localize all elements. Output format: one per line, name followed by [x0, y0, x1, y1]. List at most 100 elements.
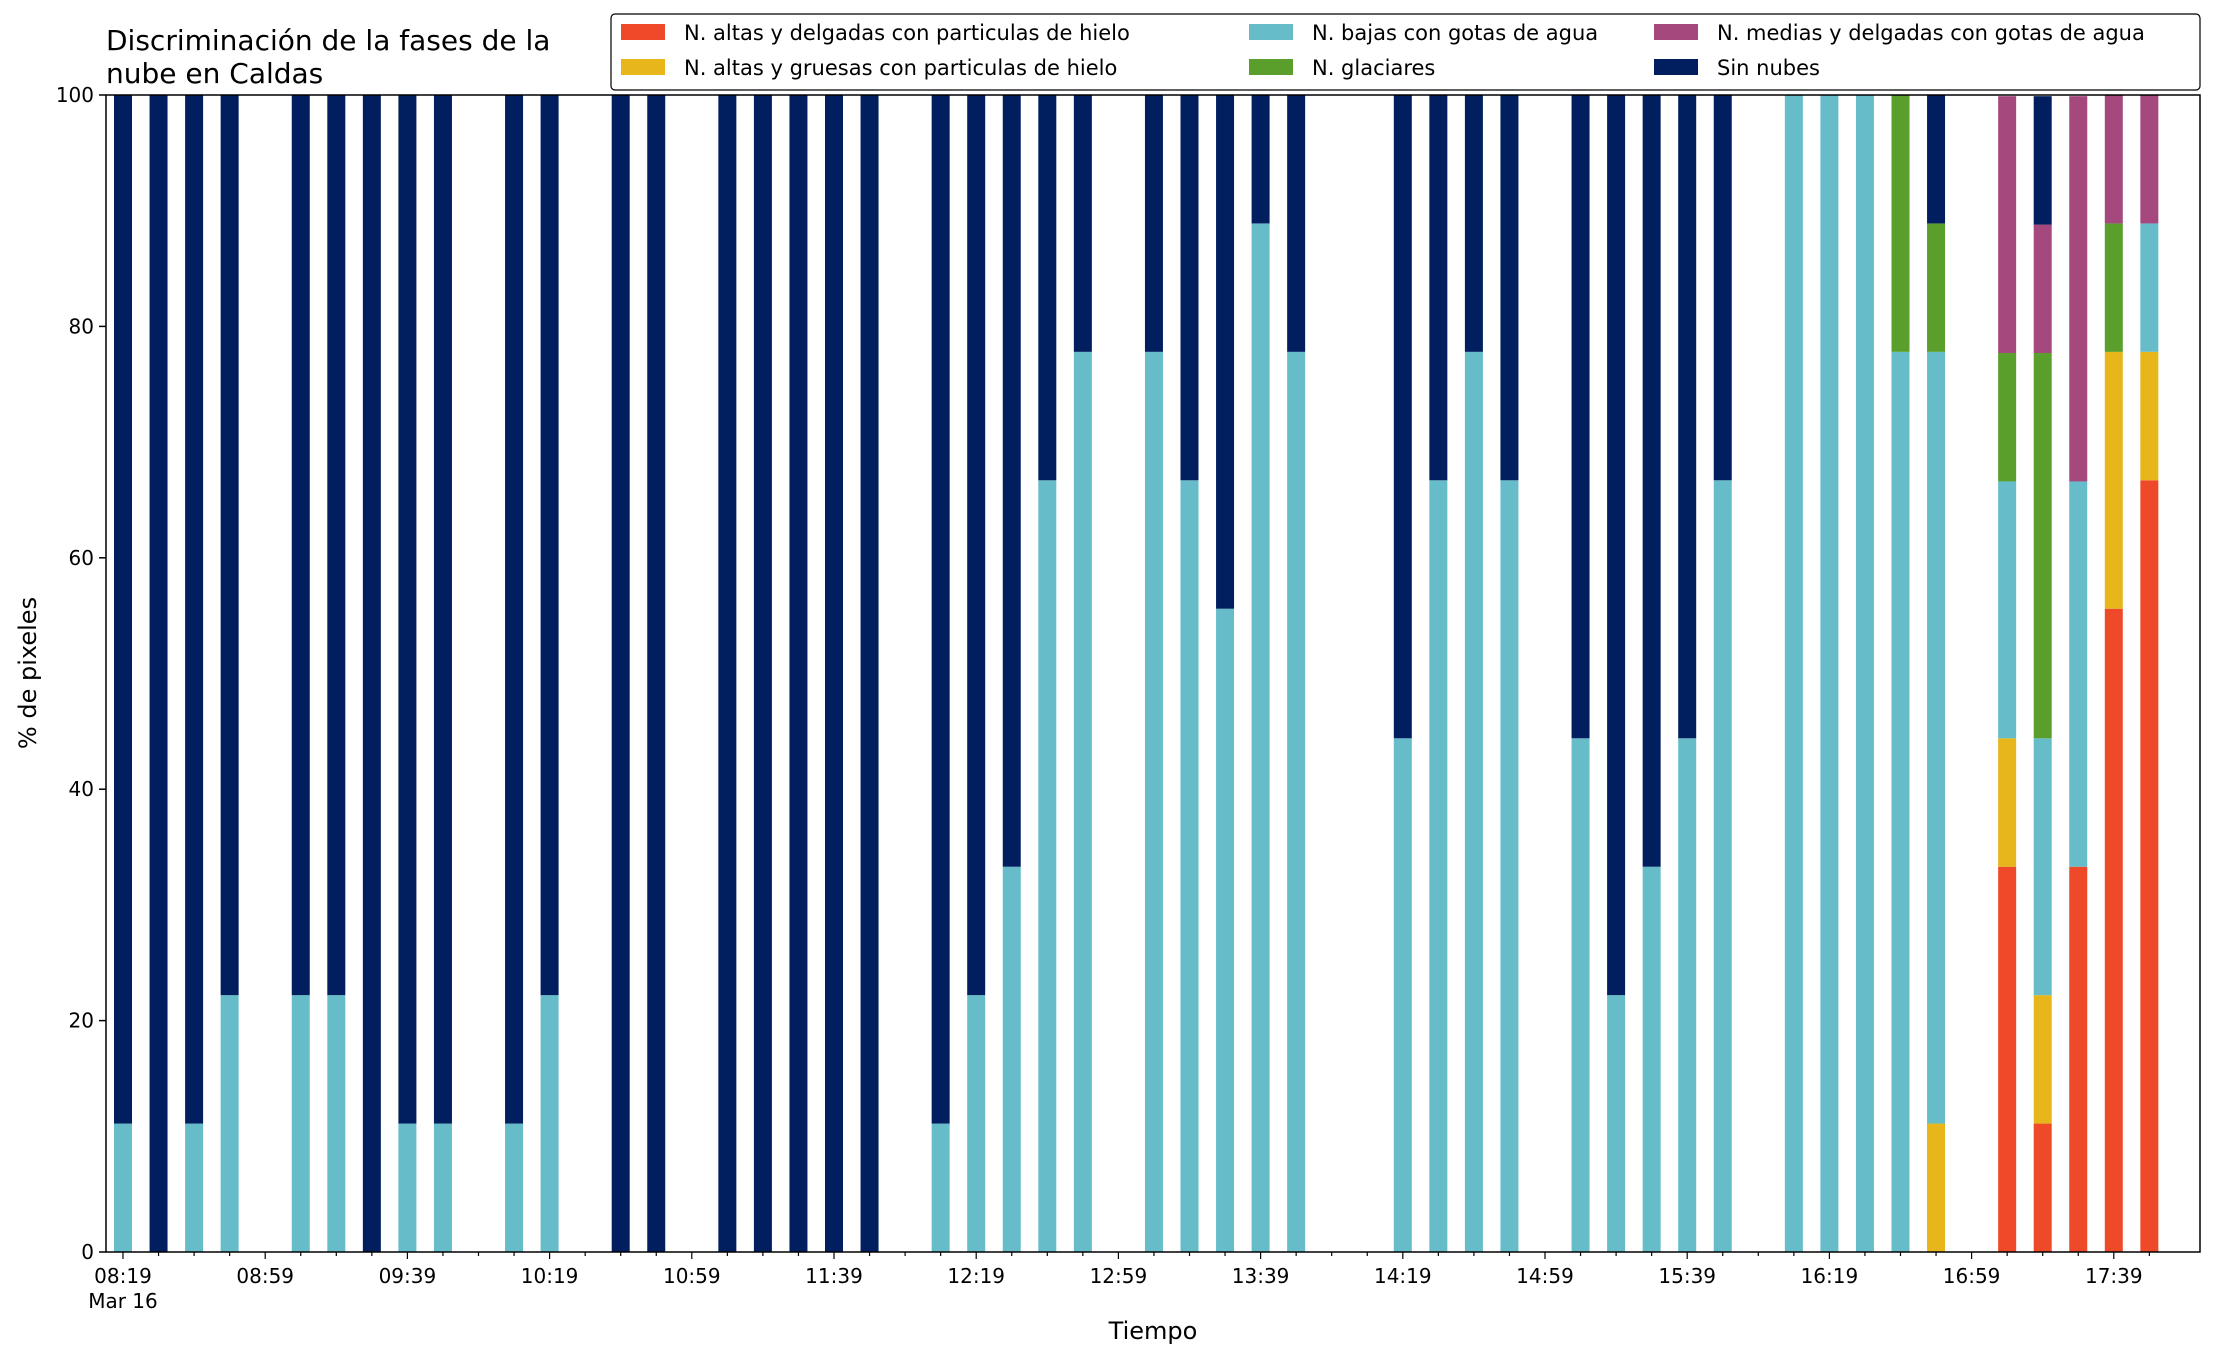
plot-frame [105, 94, 2201, 1253]
legend-swatch [1654, 59, 1698, 75]
bar-segment [2140, 480, 2159, 1252]
bar-segment [540, 995, 559, 1252]
legend-swatch [621, 24, 665, 40]
legend-label: N. bajas con gotas de agua [1312, 21, 1598, 45]
legend: N. altas y delgadas con particulas de hi… [610, 13, 2201, 91]
y-axis-label: % de pixeles [14, 597, 42, 749]
y-tick-label: 40 [69, 777, 94, 801]
bar-segment [433, 1123, 452, 1252]
bar-segment [1571, 738, 1590, 1252]
bar-segment [1998, 738, 2017, 867]
bar-segment [1464, 351, 1483, 1253]
bar-segment [647, 95, 666, 1252]
bar-segment [2033, 353, 2052, 739]
bar-segment [2069, 96, 2088, 482]
legend-label: N. altas y gruesas con particulas de hie… [684, 56, 1117, 80]
bar-segment [1393, 95, 1412, 739]
y-axis: 0 20 40 60 80 100 [56, 83, 106, 1264]
x-tick-label: 08:59 [236, 1264, 294, 1288]
bar-segment [1998, 481, 2017, 739]
bar-segment [291, 995, 310, 1252]
bar-segment [2033, 96, 2052, 225]
bar-segment [1429, 480, 1448, 1252]
bar-segment [1784, 95, 1803, 1252]
bar-segment [1429, 95, 1448, 481]
y-tick-label: 20 [69, 1009, 94, 1033]
bar-segment [327, 995, 346, 1252]
chart-title-line-1: Discriminación de la fases de la [106, 24, 550, 57]
bar-segment [611, 95, 630, 1252]
bar-segment [1500, 95, 1519, 481]
y-tick-label: 80 [69, 314, 94, 338]
bar-segment [825, 95, 843, 1252]
x-tick-label: 13:39 [1232, 1264, 1290, 1288]
bar-segment [1891, 351, 1910, 1253]
bar-segment [1642, 866, 1661, 1252]
x-tick-label: 15:39 [1658, 1264, 1716, 1288]
x-tick-label: 16:59 [1943, 1264, 2001, 1288]
legend-label: N. glaciares [1312, 56, 1435, 80]
bar-segment [1713, 95, 1732, 481]
bar-segment [1642, 95, 1661, 867]
bar-segment [398, 1123, 417, 1252]
bar-segment [185, 95, 204, 1124]
bar-segment [114, 1123, 132, 1252]
bar-segment [2140, 95, 2159, 224]
bar-segment [1038, 480, 1057, 1252]
legend-swatch [1249, 24, 1293, 40]
bar-segment [1216, 95, 1235, 609]
bar-segment [2069, 481, 2088, 867]
x-tick-label: 11:39 [805, 1264, 863, 1288]
bar-segment [2140, 223, 2159, 352]
x-tick-label: 16:19 [1801, 1264, 1859, 1288]
x-tick-label: 09:39 [379, 1264, 437, 1288]
bar-segment [967, 995, 986, 1252]
x-tick-sublabel: Mar 16 [88, 1289, 158, 1313]
bar-segment [860, 95, 879, 1252]
x-tick-label: 14:19 [1374, 1264, 1432, 1288]
bar-segment [2104, 95, 2123, 224]
x-tick-label: 10:59 [663, 1264, 721, 1288]
bar-segment [185, 1123, 204, 1252]
bar-segment [1251, 95, 1270, 224]
bar-segment [1891, 95, 1910, 352]
legend-label: N. altas y delgadas con particulas de hi… [684, 21, 1130, 45]
bar-segment [149, 95, 168, 1252]
bar-segment [433, 95, 452, 1124]
bar-segment [1038, 95, 1057, 481]
bar-segment [1180, 95, 1199, 481]
bar-segment [1998, 866, 2017, 1252]
bar-segment [1180, 480, 1199, 1252]
bar-segment [1500, 480, 1519, 1252]
bar-segment [1002, 95, 1021, 867]
bar-segment [2033, 995, 2052, 1124]
bar-segment [1607, 995, 1626, 1252]
legend-swatch [1249, 59, 1293, 75]
bar-segment [1287, 351, 1306, 1253]
bar-segment [1571, 95, 1590, 739]
bar-segment [2033, 1123, 2052, 1252]
bar-segment [291, 95, 310, 996]
bar-segment [931, 95, 950, 1124]
bar-segment [1927, 95, 1946, 224]
legend-swatch [621, 59, 665, 75]
legend-frame [610, 13, 2201, 91]
bar-segment [718, 95, 737, 1252]
bar-segment [789, 95, 808, 1252]
bar-segment [1927, 223, 1946, 352]
y-tick-label: 60 [69, 546, 94, 570]
x-axis-label: Tiempo [1108, 1317, 1198, 1345]
bar-segment [540, 95, 559, 996]
bar-segment [1073, 351, 1092, 1253]
bar-segment [1820, 95, 1839, 1252]
bar-segment [753, 95, 772, 1252]
bar-segment [2140, 351, 2159, 481]
legend-label: N. medias y delgadas con gotas de agua [1717, 21, 2145, 45]
x-tick-label: 14:59 [1516, 1264, 1574, 1288]
bar-segment [362, 95, 381, 1252]
y-tick-label: 0 [81, 1240, 94, 1264]
bar-segment [505, 95, 524, 1124]
bar-segment [1998, 96, 2017, 354]
